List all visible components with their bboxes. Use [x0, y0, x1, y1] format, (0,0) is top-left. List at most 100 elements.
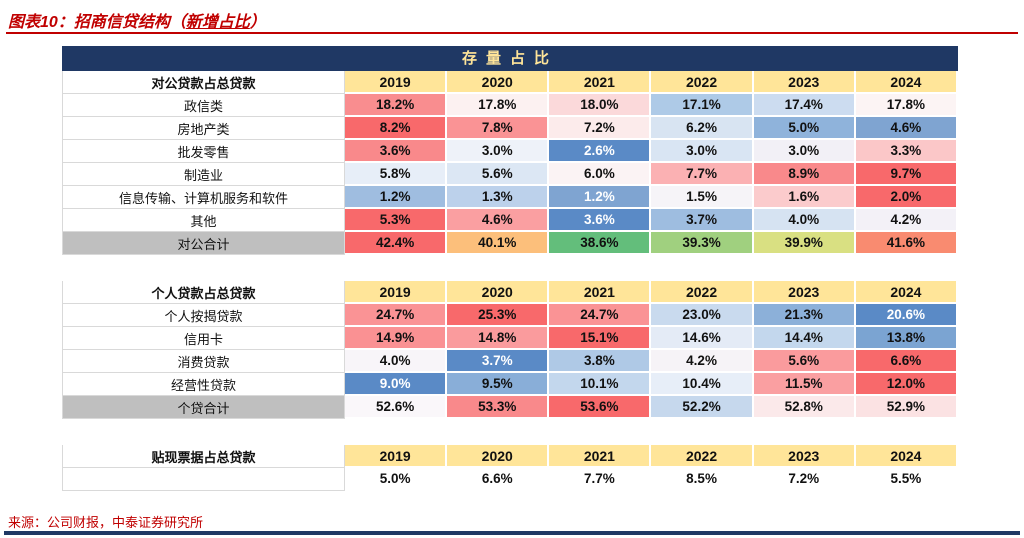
- value-cell: 1.5%: [651, 186, 754, 209]
- value-cell: 7.2%: [753, 468, 856, 491]
- year-header: 2023: [753, 71, 856, 94]
- value-cell: 7.7%: [549, 468, 652, 491]
- credit-structure-table: 存量占比 对公贷款占总贷款 2019 2020 2021 2022 2023 2024 政信类…: [62, 46, 958, 491]
- section-title: 对公贷款占总贷款: [62, 71, 345, 94]
- value-cell: 1.2%: [549, 186, 652, 209]
- year-header: 2023: [753, 445, 856, 468]
- value-cell: 3.0%: [753, 140, 856, 163]
- figure-title-main: 招商信贷结构（: [73, 14, 186, 31]
- year-header: 2019: [345, 281, 448, 304]
- value-cell: 5.3%: [345, 209, 448, 232]
- section-header-row: 对公贷款占总贷款 2019 2020 2021 2022 2023 2024: [62, 71, 958, 94]
- value-cell: 3.7%: [447, 350, 550, 373]
- year-header: 2020: [447, 445, 550, 468]
- table-row: 房地产类 8.2% 7.8% 7.2% 6.2% 5.0% 4.6%: [62, 117, 958, 140]
- row-label: 信息传输、计算机服务和软件: [62, 186, 345, 209]
- value-cell: 14.9%: [345, 327, 448, 350]
- row-label: 消费贷款: [62, 350, 345, 373]
- title-divider: [6, 32, 1018, 34]
- value-cell: 3.6%: [549, 209, 652, 232]
- value-cell: 6.6%: [855, 350, 958, 373]
- year-header: 2022: [651, 71, 754, 94]
- value-cell: 52.9%: [855, 396, 958, 419]
- table-row: 批发零售 3.6% 3.0% 2.6% 3.0% 3.0% 3.3%: [62, 140, 958, 163]
- value-cell: 14.4%: [753, 327, 856, 350]
- table-row: 制造业 5.8% 5.6% 6.0% 7.7% 8.9% 9.7%: [62, 163, 958, 186]
- year-header: 2019: [345, 445, 448, 468]
- year-header: 2024: [855, 445, 958, 468]
- value-cell: 24.7%: [549, 304, 652, 327]
- value-cell: 14.6%: [651, 327, 754, 350]
- value-cell: 3.3%: [855, 140, 958, 163]
- value-cell: 38.6%: [549, 232, 652, 255]
- value-cell: 17.8%: [447, 94, 550, 117]
- section-header-row: 个人贷款占总贷款 2019 2020 2021 2022 2023 2024: [62, 281, 958, 304]
- value-cell: 52.6%: [345, 396, 448, 419]
- year-header: 2022: [651, 445, 754, 468]
- value-cell: 8.5%: [651, 468, 754, 491]
- row-label: 房地产类: [62, 117, 345, 140]
- value-cell: 42.4%: [345, 232, 448, 255]
- value-cell: 1.2%: [345, 186, 448, 209]
- value-cell: 7.2%: [549, 117, 652, 140]
- row-label: 其他: [62, 209, 345, 232]
- footer-divider: [4, 531, 1020, 535]
- year-header: 2020: [447, 281, 550, 304]
- value-cell: 2.0%: [855, 186, 958, 209]
- row-label: 个人按揭贷款: [62, 304, 345, 327]
- value-cell: 3.0%: [651, 140, 754, 163]
- value-cell: 53.6%: [549, 396, 652, 419]
- value-cell: 13.8%: [855, 327, 958, 350]
- row-label: 经营性贷款: [62, 373, 345, 396]
- value-cell: 17.4%: [753, 94, 856, 117]
- row-label: 制造业: [62, 163, 345, 186]
- value-cell: 24.7%: [345, 304, 448, 327]
- value-cell: 39.3%: [651, 232, 754, 255]
- value-cell: 40.1%: [447, 232, 550, 255]
- value-cell: 21.3%: [753, 304, 856, 327]
- value-cell: 6.0%: [549, 163, 652, 186]
- value-cell: 17.8%: [855, 94, 958, 117]
- value-cell: 3.8%: [549, 350, 652, 373]
- table-row: 对公合计 42.4% 40.1% 38.6% 39.3% 39.9% 41.6%: [62, 232, 958, 255]
- value-cell: 4.0%: [753, 209, 856, 232]
- value-cell: 4.6%: [855, 117, 958, 140]
- section-gap: [62, 255, 958, 281]
- table-row: 信息传输、计算机服务和软件 1.2% 1.3% 1.2% 1.5% 1.6% 2.0%: [62, 186, 958, 209]
- value-cell: 3.6%: [345, 140, 448, 163]
- value-cell: 9.7%: [855, 163, 958, 186]
- table-row: 个人按揭贷款 24.7% 25.3% 24.7% 23.0% 21.3% 20.6%: [62, 304, 958, 327]
- figure-title-prefix: 图表10：: [8, 14, 74, 31]
- value-cell: 5.5%: [855, 468, 958, 491]
- value-cell: 8.9%: [753, 163, 856, 186]
- table-row: 信用卡 14.9% 14.8% 15.1% 14.6% 14.4% 13.8%: [62, 327, 958, 350]
- section-title: 个人贷款占总贷款: [62, 281, 345, 304]
- year-header: 2023: [753, 281, 856, 304]
- value-cell: 9.0%: [345, 373, 448, 396]
- value-cell: 14.8%: [447, 327, 550, 350]
- value-cell: 17.1%: [651, 94, 754, 117]
- value-cell: 3.7%: [651, 209, 754, 232]
- value-cell: 39.9%: [753, 232, 856, 255]
- value-cell: 52.8%: [753, 396, 856, 419]
- section-header-row: 贴现票据占总贷款 2019 2020 2021 2022 2023 2024: [62, 445, 958, 468]
- table-row: 5.0% 6.6% 7.7% 8.5% 7.2% 5.5%: [62, 468, 958, 491]
- table-row: 其他 5.3% 4.6% 3.6% 3.7% 4.0% 4.2%: [62, 209, 958, 232]
- value-cell: 1.3%: [447, 186, 550, 209]
- figure-title-underlined: 新增占比: [185, 14, 250, 31]
- table-body: 对公贷款占总贷款 2019 2020 2021 2022 2023 2024 政信类 18.2%…: [62, 71, 958, 491]
- row-label: 批发零售: [62, 140, 345, 163]
- table-title: 存量占比: [62, 46, 958, 71]
- year-header: 2021: [549, 281, 652, 304]
- year-header: 2022: [651, 281, 754, 304]
- year-header: 2019: [345, 71, 448, 94]
- value-cell: 11.5%: [753, 373, 856, 396]
- value-cell: 5.8%: [345, 163, 448, 186]
- value-cell: 5.6%: [753, 350, 856, 373]
- value-cell: 4.2%: [651, 350, 754, 373]
- value-cell: 6.6%: [447, 468, 550, 491]
- value-cell: 3.0%: [447, 140, 550, 163]
- value-cell: 4.2%: [855, 209, 958, 232]
- value-cell: 10.4%: [651, 373, 754, 396]
- year-header: 2021: [549, 71, 652, 94]
